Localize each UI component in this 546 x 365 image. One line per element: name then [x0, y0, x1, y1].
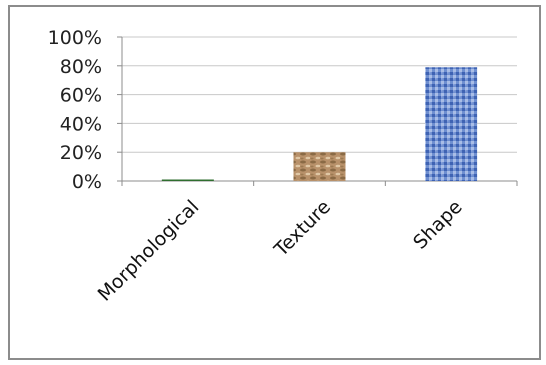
y-tick-label: 80%	[60, 56, 102, 78]
bar-morphological	[161, 179, 214, 181]
y-tick-label: 60%	[60, 85, 102, 107]
y-axis-tick-labels: 0% 20% 40% 60% 80% 100%	[48, 27, 102, 193]
y-tick-label: 20%	[60, 142, 102, 164]
x-category-label: Morphological	[94, 196, 204, 306]
x-axis-category-labels: Morphological Texture Shape	[94, 196, 467, 306]
bars	[161, 67, 478, 181]
y-tick-label: 100%	[48, 27, 102, 49]
x-category-label: Texture	[270, 196, 335, 261]
bar-shape	[425, 67, 478, 181]
bar-texture	[293, 152, 346, 181]
y-tick-label: 0%	[72, 171, 102, 193]
x-category-label: Shape	[409, 196, 467, 254]
chart-frame	[8, 5, 541, 360]
y-tick-label: 40%	[60, 113, 102, 135]
